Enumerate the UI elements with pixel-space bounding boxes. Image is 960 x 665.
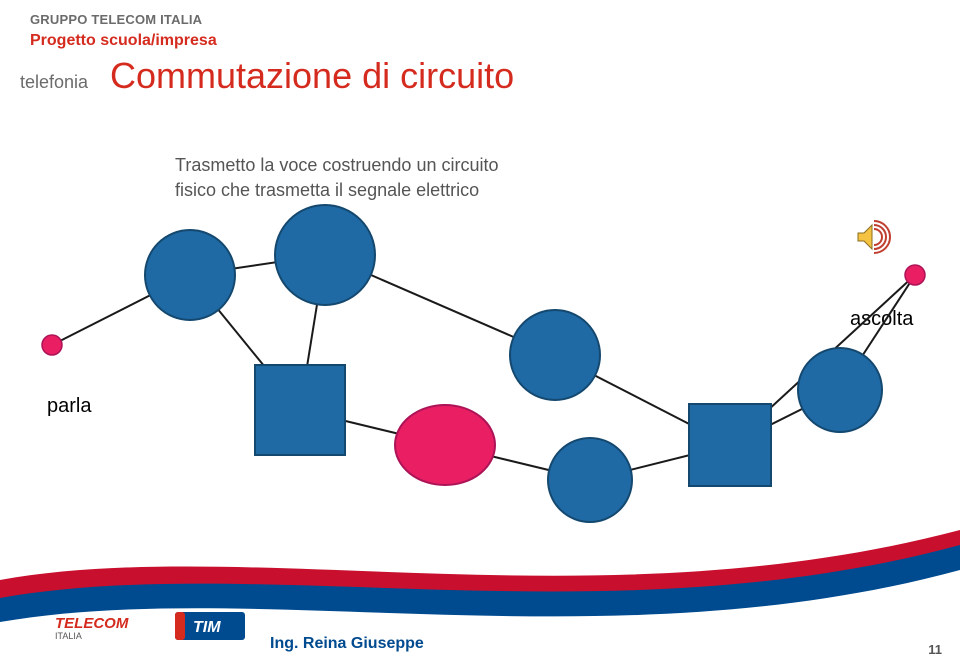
speaker-icon bbox=[858, 221, 890, 253]
telecom-logo-text: TELECOM bbox=[55, 615, 129, 632]
endpoint-dot bbox=[905, 265, 925, 285]
slide: GRUPPO TELECOM ITALIA Progetto scuola/im… bbox=[0, 0, 960, 665]
diagram-svg: TELECOMITALIA TIM bbox=[0, 0, 960, 665]
shapes-layer bbox=[42, 205, 925, 522]
swoosh-layer bbox=[0, 530, 960, 622]
node-circle bbox=[548, 438, 632, 522]
page-number: 11 bbox=[928, 642, 942, 657]
author-name: Ing. Reina Giuseppe bbox=[270, 635, 424, 653]
endpoint-dot bbox=[42, 335, 62, 355]
tim-logo-accent bbox=[175, 612, 185, 640]
node-square bbox=[689, 404, 771, 486]
node-circle bbox=[275, 205, 375, 305]
tim-logo-text: TIM bbox=[193, 619, 221, 636]
node-square bbox=[255, 365, 345, 455]
node-circle bbox=[798, 348, 882, 432]
node-circle bbox=[145, 230, 235, 320]
telecom-logo-sub: ITALIA bbox=[55, 631, 82, 641]
node-circle bbox=[395, 405, 495, 485]
node-circle bbox=[510, 310, 600, 400]
